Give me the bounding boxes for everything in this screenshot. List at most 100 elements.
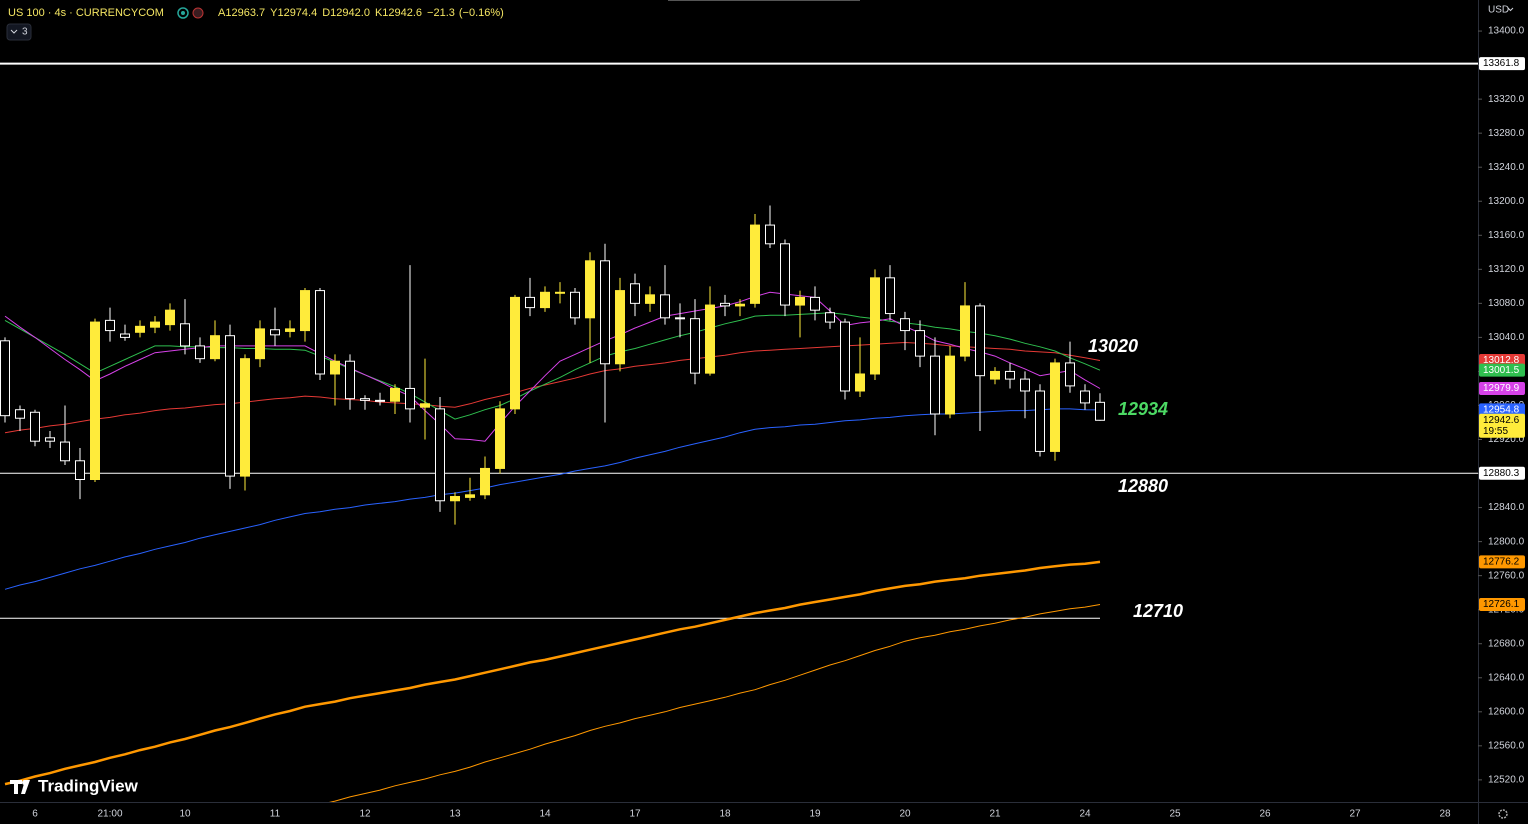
chart-title[interactable]: US 100 · 4s · CURRENCYCOM [8,7,164,19]
candle-body [15,409,25,419]
ma-line [4,312,1101,420]
y-tick-label: 12840.0 [1488,502,1525,513]
candle-body [975,305,985,377]
overlay: US 100 · 4s · CURRENCYCOM 3 USD TradingV… [6,5,1514,819]
candle-body [390,387,400,402]
price-label: 12979.9 [1483,383,1520,394]
candle-body [690,318,700,374]
candle-body [315,290,325,375]
x-tick-label: 6 [32,809,38,820]
candle-body [1095,401,1105,421]
y-tick-label: 13040.0 [1488,332,1525,343]
candle-body [1035,390,1045,452]
candle-body [750,224,760,304]
y-tick-label: 12640.0 [1488,672,1525,683]
candle-body [150,321,160,328]
candle-body [855,373,865,392]
price-label: 12954.8 [1483,405,1520,416]
price-label-bg [1479,597,1525,611]
y-tick-label: 13400.0 [1488,26,1525,37]
ohlc-prefix: D [322,7,330,19]
price-label: 12776.2 [1483,557,1520,568]
candle-body [1020,378,1030,392]
ohlc-prefix: A [218,7,226,19]
price-label-bg [1479,466,1525,480]
candle-body [540,291,550,309]
candle-body [1065,362,1075,387]
indicator-toggle[interactable] [6,23,32,41]
candle-body [255,328,265,360]
candle-body [765,224,775,245]
candle-body [885,277,895,315]
candle-body [600,260,610,365]
chevron [1507,7,1514,12]
settings-icon[interactable] [1498,809,1508,819]
candle-body [570,291,580,319]
ohlc-value: 12942.0 [330,7,370,19]
candle-body [810,296,820,311]
candle-body [75,460,85,480]
candle-body [210,335,220,360]
candle-body [960,305,970,357]
ohlc-value: 12974.4 [277,7,317,19]
status-dot [181,11,185,15]
ohlc-value: 12942.6 [382,7,422,19]
candle-body [825,312,835,323]
ma-line [328,604,1101,802]
candle-body [450,496,460,502]
ma-line [4,408,1101,590]
x-tick-label: 18 [719,809,731,820]
candle-body [615,290,625,365]
candle-body [45,437,55,442]
x-tick-label: 13 [449,809,461,820]
candle-body [360,398,370,401]
x-tick-label: 24 [1079,809,1091,820]
change-pct: (−0.16%) [459,7,504,19]
y-tick-label: 13240.0 [1488,162,1525,173]
countdown: 19:55 [1483,426,1508,437]
candle-body [525,296,535,309]
candle-body [675,317,685,320]
ohlc-value: 12963.7 [225,7,265,19]
candle-body [300,290,310,332]
candle-body [900,318,910,332]
candle-body [645,294,655,304]
y-tick-label: 12560.0 [1488,740,1525,751]
y-tick-label: 12680.0 [1488,638,1525,649]
candle-body [330,360,340,375]
candle-body [345,360,355,400]
y-tick-label: 13080.0 [1488,298,1525,309]
candle-body [180,323,190,347]
price-label: 13361.8 [1483,58,1520,69]
candle-body [225,335,235,477]
candle-body [1080,390,1090,404]
y-tick-label: 12520.0 [1488,775,1525,786]
x-tick-label: 21 [989,809,1001,820]
candle-body [120,333,130,338]
candle-body [705,304,715,374]
ohlc-header: A12963.7 Y12974.4 D12942.0 K12942.6 −21.3 (−0… [218,7,504,19]
candle-body [0,340,10,417]
candle-body [30,411,40,442]
candle-body [555,291,565,294]
y-tick-label: 13120.0 [1488,264,1525,275]
candle-body [435,408,445,502]
x-tick-label: 14 [539,809,551,820]
price-label-bg [1479,413,1525,438]
x-tick-label: 19 [809,809,821,820]
candle-body [780,243,790,306]
ma-line [4,560,1101,786]
y-tick-label: 13200.0 [1488,196,1525,207]
candle-body [375,399,385,402]
y-tick-label: 12760.0 [1488,570,1525,581]
y-tick-label: 12800.0 [1488,536,1525,547]
price-label: 13001.5 [1483,365,1520,376]
candle-body [495,408,505,469]
price-label-bg [1479,555,1525,569]
candle-body [405,387,415,410]
x-tick-label: 11 [270,809,281,820]
price-label-bg [1479,363,1525,377]
x-tick-label: 26 [1259,809,1271,820]
currency[interactable]: USD [1488,5,1509,16]
